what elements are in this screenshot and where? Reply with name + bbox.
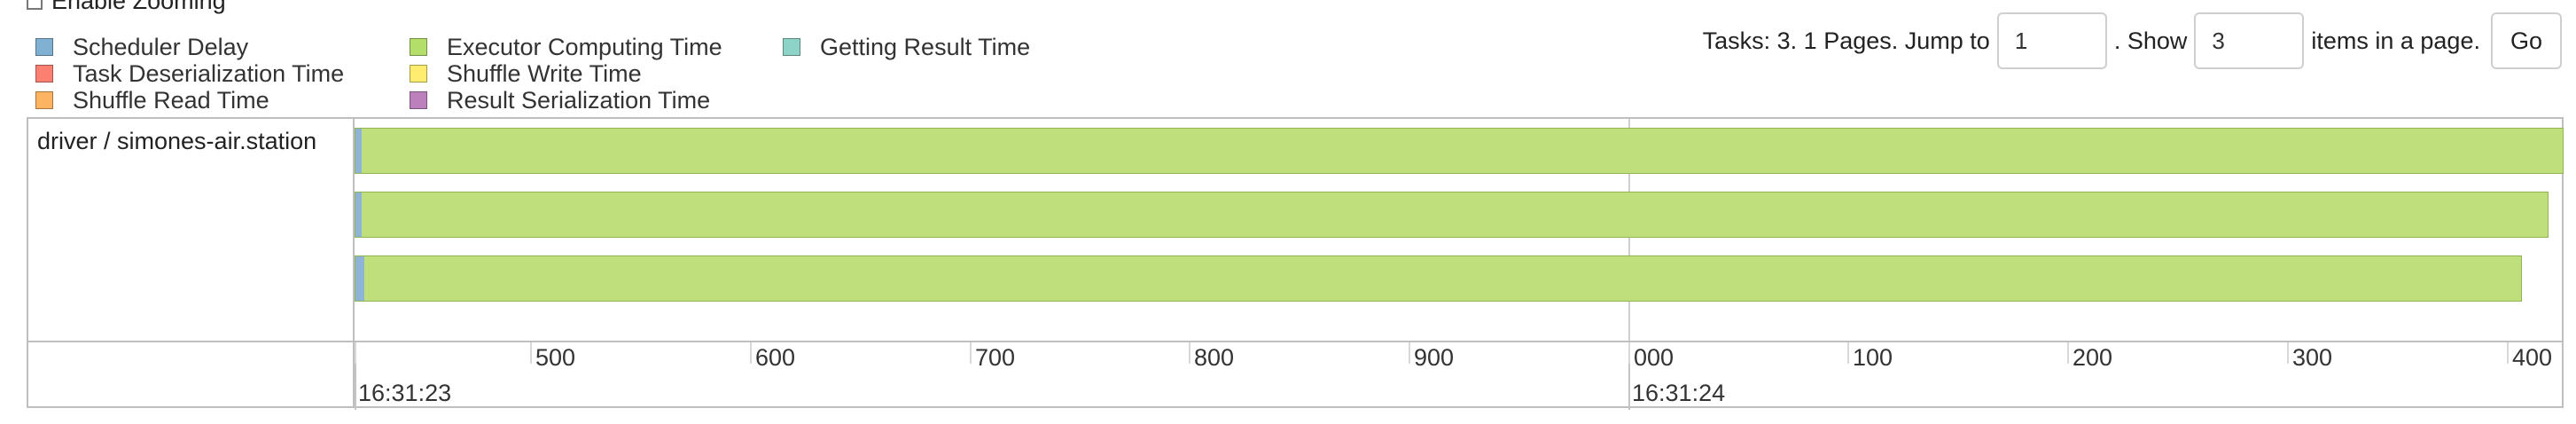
legend-swatch-executor-computing-time	[410, 38, 427, 56]
items-per-page-label: items in a page.	[2311, 27, 2480, 54]
timeline-time-axis: 16:31:23 16:31:24 500 600 700 800 900 000 100 200…	[355, 341, 2564, 410]
enable-zooming-checkbox[interactable]	[27, 0, 43, 10]
axis-tick	[355, 342, 356, 364]
axis-tick-label: 400	[2512, 344, 2553, 371]
axis-tick-label: 700	[975, 344, 1016, 371]
task-timeline[interactable]: driver / simones-air.station 16:31:23 16:…	[27, 117, 2564, 410]
task-pagination: Tasks: 3. 1 Pages. Jump to . Show items …	[1703, 12, 2562, 69]
legend-swatch-result-serialization-time	[410, 91, 427, 109]
legend-swatch-task-deserialization-time	[35, 65, 53, 82]
axis-tick	[970, 342, 972, 364]
task-bar[interactable]	[355, 192, 2549, 238]
enable-zooming-label: Enable Zooming	[51, 0, 226, 14]
axis-major-line	[355, 342, 356, 410]
legend-label: Shuffle Write Time	[447, 59, 642, 87]
task-bar-scheduler-delay	[355, 256, 364, 301]
enable-zooming-toggle[interactable]: Enable Zooming	[27, 0, 226, 15]
legend-column-3: Getting Result Time	[783, 34, 1030, 60]
axis-tick-label: 500	[535, 344, 576, 371]
legend-swatch-scheduler-delay	[35, 38, 53, 56]
axis-major-label: 16:31:24	[1632, 380, 1726, 406]
timeline-plot-area[interactable]	[355, 119, 2564, 341]
axis-major-line	[1628, 342, 1630, 410]
axis-tick-label: 900	[1414, 344, 1455, 371]
legend-swatch-shuffle-write-time	[410, 65, 427, 82]
axis-tick	[2067, 342, 2069, 364]
axis-tick	[2287, 342, 2289, 364]
task-bar[interactable]	[355, 255, 2522, 302]
pagination-summary: Tasks: 3. 1 Pages. Jump to	[1702, 27, 1990, 54]
legend-item-shuffle-write-time: Shuffle Write Time	[410, 60, 722, 87]
axis-tick-label: 200	[2073, 344, 2113, 371]
legend-item-task-deserialization-time: Task Deserialization Time	[35, 60, 344, 87]
page-size-input[interactable]	[2194, 12, 2305, 69]
legend-label: Scheduler Delay	[73, 33, 249, 60]
axis-major-label: 16:31:23	[358, 380, 452, 406]
axis-tick-label: 000	[1634, 344, 1674, 371]
task-bar-executor-computing	[362, 129, 2563, 173]
task-bar-executor-computing	[363, 256, 2521, 301]
legend-column-1: Scheduler Delay Task Deserialization Tim…	[35, 34, 344, 114]
legend-column-2: Executor Computing Time Shuffle Write Ti…	[410, 34, 722, 114]
task-bar-executor-computing	[362, 192, 2548, 237]
legend-label: Executor Computing Time	[447, 33, 722, 60]
legend-item-shuffle-read-time: Shuffle Read Time	[35, 87, 344, 114]
axis-tick	[1409, 342, 1410, 364]
task-bar[interactable]	[355, 128, 2564, 174]
axis-tick-label: 800	[1194, 344, 1235, 371]
axis-tick	[1628, 342, 1630, 364]
legend-swatch-shuffle-read-time	[35, 91, 53, 109]
axis-tick	[2507, 342, 2509, 364]
timeline-group-cell: driver / simones-air.station	[28, 119, 355, 341]
legend-label: Result Serialization Time	[447, 86, 711, 114]
task-bar-scheduler-delay	[355, 129, 363, 173]
legend-item-executor-computing-time: Executor Computing Time	[410, 34, 722, 60]
jump-to-page-input[interactable]	[1996, 12, 2107, 69]
axis-tick	[530, 342, 532, 364]
axis-tick	[750, 342, 752, 364]
task-bar-scheduler-delay	[355, 192, 363, 237]
legend-label: Task Deserialization Time	[73, 59, 345, 87]
axis-spacer	[28, 341, 355, 408]
show-label: . Show	[2113, 27, 2188, 54]
legend-item-scheduler-delay: Scheduler Delay	[35, 34, 344, 60]
axis-tick-label: 600	[755, 344, 796, 371]
legend-item-getting-result-time: Getting Result Time	[783, 34, 1030, 60]
legend-label: Getting Result Time	[820, 33, 1031, 60]
go-button[interactable]: Go	[2490, 12, 2562, 69]
legend-label: Shuffle Read Time	[73, 86, 269, 114]
axis-tick-label: 300	[2292, 344, 2333, 371]
axis-tick-label: 100	[1853, 344, 1893, 371]
executor-group-label: driver / simones-air.station	[37, 128, 317, 154]
axis-tick	[1847, 342, 1849, 364]
axis-tick	[1189, 342, 1190, 364]
legend-swatch-getting-result-time	[783, 38, 800, 56]
legend-item-result-serialization-time: Result Serialization Time	[410, 87, 722, 114]
